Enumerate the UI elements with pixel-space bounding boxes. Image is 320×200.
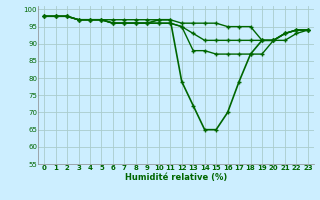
X-axis label: Humidité relative (%): Humidité relative (%) xyxy=(125,173,227,182)
